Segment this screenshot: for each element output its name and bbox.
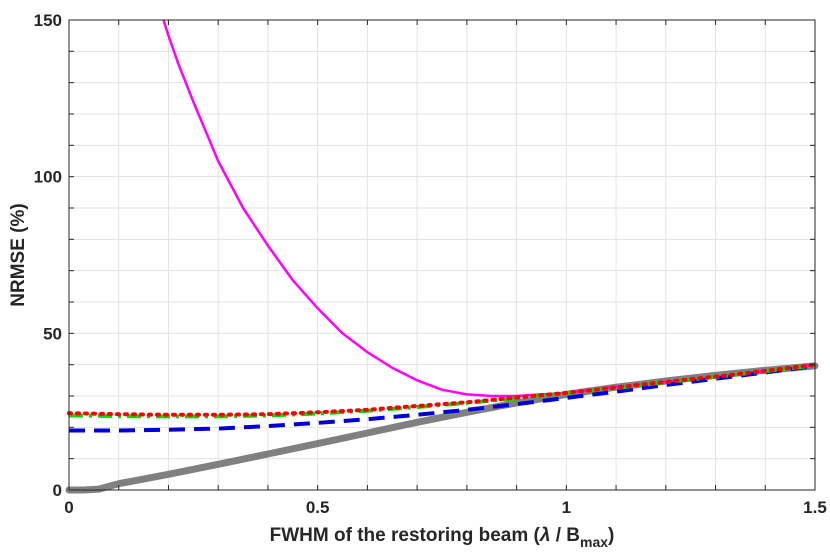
series-green-dashdot bbox=[68, 363, 816, 419]
grid bbox=[69, 20, 815, 490]
x-axis-label-slash: / B bbox=[550, 525, 580, 546]
plot-frame bbox=[68, 19, 816, 491]
x-tick-labels: 0 0.5 1 1.5 bbox=[64, 498, 827, 517]
series-red-dotted bbox=[67, 362, 817, 417]
series-layer bbox=[65, 20, 819, 494]
y-tick-label: 100 bbox=[34, 168, 62, 187]
x-axis-label-subscript: max bbox=[580, 534, 608, 550]
x-axis-label-close: ) bbox=[608, 525, 614, 546]
x-tick-label: 1 bbox=[562, 498, 571, 517]
x-axis-label-main: FWHM of the restoring beam ( bbox=[270, 525, 541, 546]
x-tick-label: 0.5 bbox=[306, 498, 330, 517]
y-tick-label: 50 bbox=[43, 324, 62, 343]
ticks bbox=[68, 19, 816, 491]
y-tick-label: 0 bbox=[53, 481, 62, 500]
x-axis-label-lambda: λ bbox=[539, 525, 551, 546]
x-axis-label: FWHM of the restoring beam (λ / Bmax) bbox=[270, 525, 615, 550]
x-tick-label: 1.5 bbox=[803, 498, 827, 517]
x-tick-label: 0 bbox=[64, 498, 73, 517]
plot-area bbox=[65, 19, 819, 494]
y-tick-label: 150 bbox=[34, 11, 62, 30]
y-axis-label: NRMSE (%) bbox=[8, 203, 29, 306]
y-tick-labels: 0 50 100 150 bbox=[34, 11, 62, 500]
